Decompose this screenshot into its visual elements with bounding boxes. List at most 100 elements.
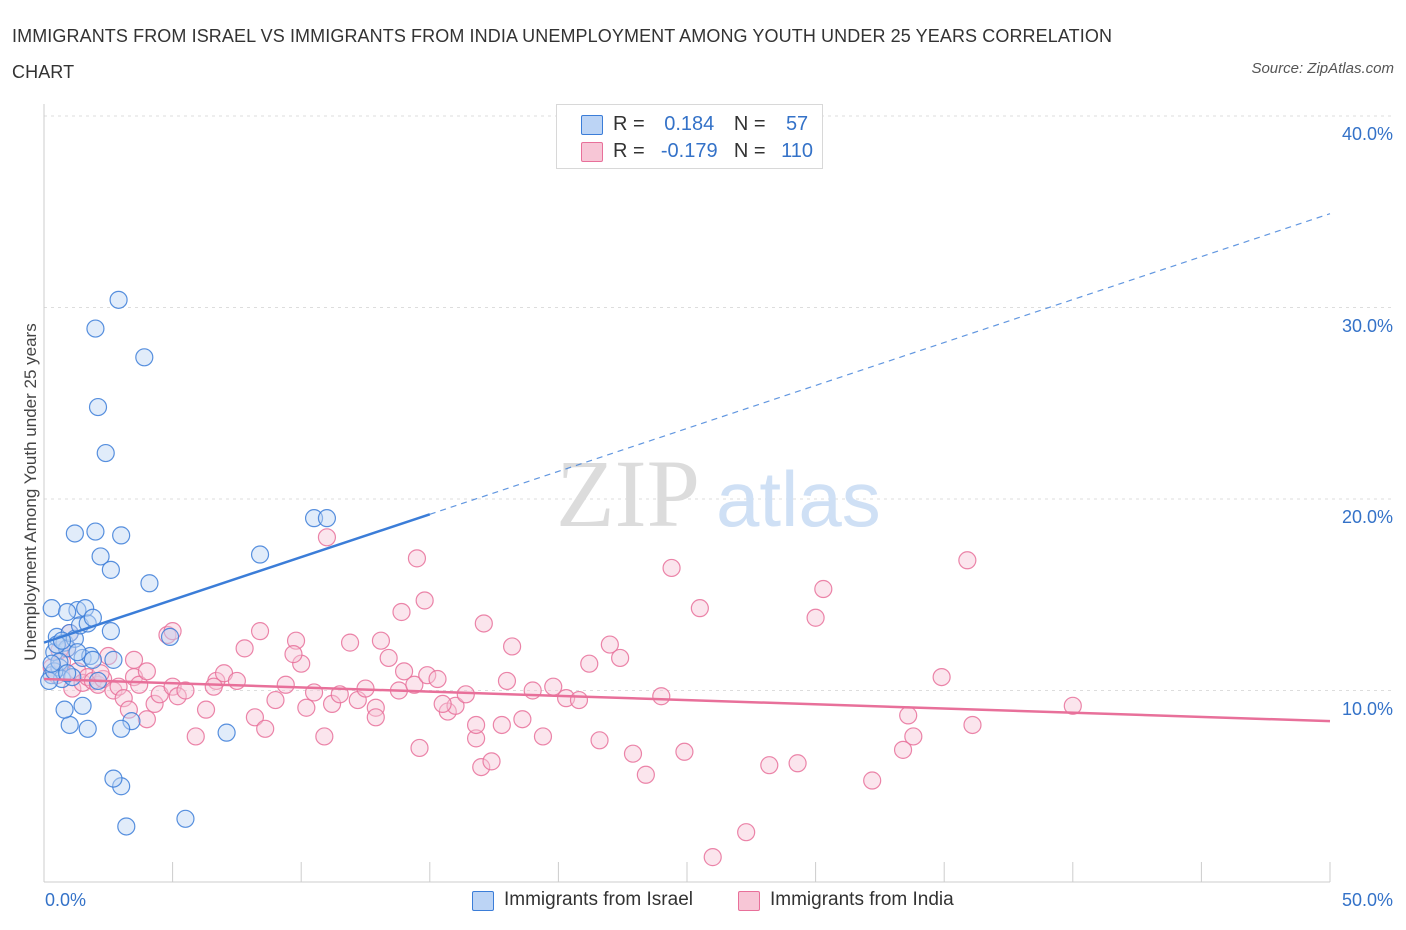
israel-point xyxy=(160,627,180,646)
india-point xyxy=(590,731,609,750)
india-point xyxy=(245,708,265,727)
india-point xyxy=(119,700,138,719)
grid-lines xyxy=(44,115,1392,691)
x-tick-label-min: 0.0% xyxy=(45,890,87,910)
israel-point xyxy=(104,769,123,788)
israel-points xyxy=(40,290,337,836)
israel-point xyxy=(65,524,84,543)
chart-title: IMMIGRANTS FROM ISRAEL VS IMMIGRANTS FRO… xyxy=(12,26,1113,82)
watermark: ZIP atlas xyxy=(556,440,881,547)
india-point xyxy=(788,754,807,773)
india-point xyxy=(428,669,447,689)
india-point xyxy=(392,602,411,622)
legend-r-label: R = xyxy=(613,140,645,162)
india-point xyxy=(456,685,475,704)
legend-swatch-israel xyxy=(581,115,603,135)
india-point xyxy=(963,715,982,735)
israel-point xyxy=(78,719,97,738)
israel-point xyxy=(55,700,74,719)
y-axis-label: Unemployment Among Youth under 25 years xyxy=(21,323,40,661)
israel-trend-line xyxy=(43,513,431,644)
israel-point xyxy=(250,545,270,564)
india-point xyxy=(235,639,254,658)
israel-point xyxy=(73,696,92,715)
israel-point xyxy=(101,560,120,579)
india-point xyxy=(690,599,709,618)
india-point xyxy=(315,727,334,746)
india-point xyxy=(407,549,427,568)
bottom-legend-swatch-israel xyxy=(472,891,494,911)
india-point xyxy=(611,648,630,668)
israel-point xyxy=(96,443,115,463)
bottom-legend-label-israel: Immigrants from Israel xyxy=(504,889,693,910)
india-point xyxy=(286,631,306,650)
legend-r-value-india: -0.179 xyxy=(660,140,718,162)
india-points xyxy=(42,528,1082,867)
india-point xyxy=(130,675,149,694)
india-point xyxy=(472,757,491,777)
india-point xyxy=(371,631,391,650)
legend-swatch-india xyxy=(581,142,603,162)
israel-point xyxy=(109,290,128,309)
india-point xyxy=(433,694,452,714)
israel-point xyxy=(88,397,108,417)
india-point xyxy=(636,765,655,784)
israel-point xyxy=(83,650,102,669)
india-point xyxy=(533,727,553,746)
india-point xyxy=(418,666,437,685)
israel-point xyxy=(104,650,123,669)
israel-point xyxy=(58,664,77,683)
india-point xyxy=(806,608,825,627)
india-point xyxy=(863,771,882,790)
watermark-atlas: atlas xyxy=(716,455,881,543)
india-point xyxy=(482,752,501,771)
india-trend-line xyxy=(43,677,1331,723)
india-point xyxy=(340,633,360,652)
israel-point xyxy=(91,547,110,566)
india-point xyxy=(405,675,424,694)
israel-point xyxy=(86,522,105,541)
india-point xyxy=(497,671,517,691)
india-point xyxy=(410,738,429,758)
israel-point xyxy=(304,509,324,528)
y-tick-label: 30.0% xyxy=(1341,315,1393,336)
axes xyxy=(43,104,1331,883)
india-point xyxy=(276,675,295,694)
india-point xyxy=(662,558,681,578)
india-point xyxy=(466,729,486,748)
india-point xyxy=(623,744,643,763)
india-point xyxy=(284,645,303,664)
india-point xyxy=(569,690,589,710)
israel-point xyxy=(101,622,120,641)
israel-point xyxy=(42,654,61,673)
india-point xyxy=(137,662,156,681)
india-point xyxy=(186,727,205,746)
israel-point xyxy=(112,777,131,796)
india-point xyxy=(904,727,923,746)
india-point xyxy=(379,648,398,668)
israel-point xyxy=(60,715,79,735)
india-point xyxy=(124,650,144,669)
legend-n-value-india: 110 xyxy=(781,140,813,162)
india-point xyxy=(899,706,918,725)
trend-lines xyxy=(43,213,1331,723)
israel-point xyxy=(112,526,131,545)
x-tick-label-max: 50.0% xyxy=(1341,890,1393,910)
india-point xyxy=(600,635,619,654)
y-tick-label: 20.0% xyxy=(1341,507,1393,527)
india-point xyxy=(256,719,275,738)
israel-point xyxy=(58,602,77,622)
india-point xyxy=(703,848,722,867)
india-point xyxy=(513,710,532,729)
y-tick-label: 40.0% xyxy=(1341,124,1393,144)
israel-point xyxy=(40,671,59,691)
india-point xyxy=(145,694,164,714)
israel-point xyxy=(76,599,95,618)
india-point xyxy=(737,823,756,842)
india-point xyxy=(760,756,779,775)
india-point xyxy=(675,742,694,761)
legend-n-value-israel: 57 xyxy=(785,113,809,135)
india-point xyxy=(474,614,493,633)
israel-point xyxy=(86,319,105,338)
india-point xyxy=(492,715,511,735)
